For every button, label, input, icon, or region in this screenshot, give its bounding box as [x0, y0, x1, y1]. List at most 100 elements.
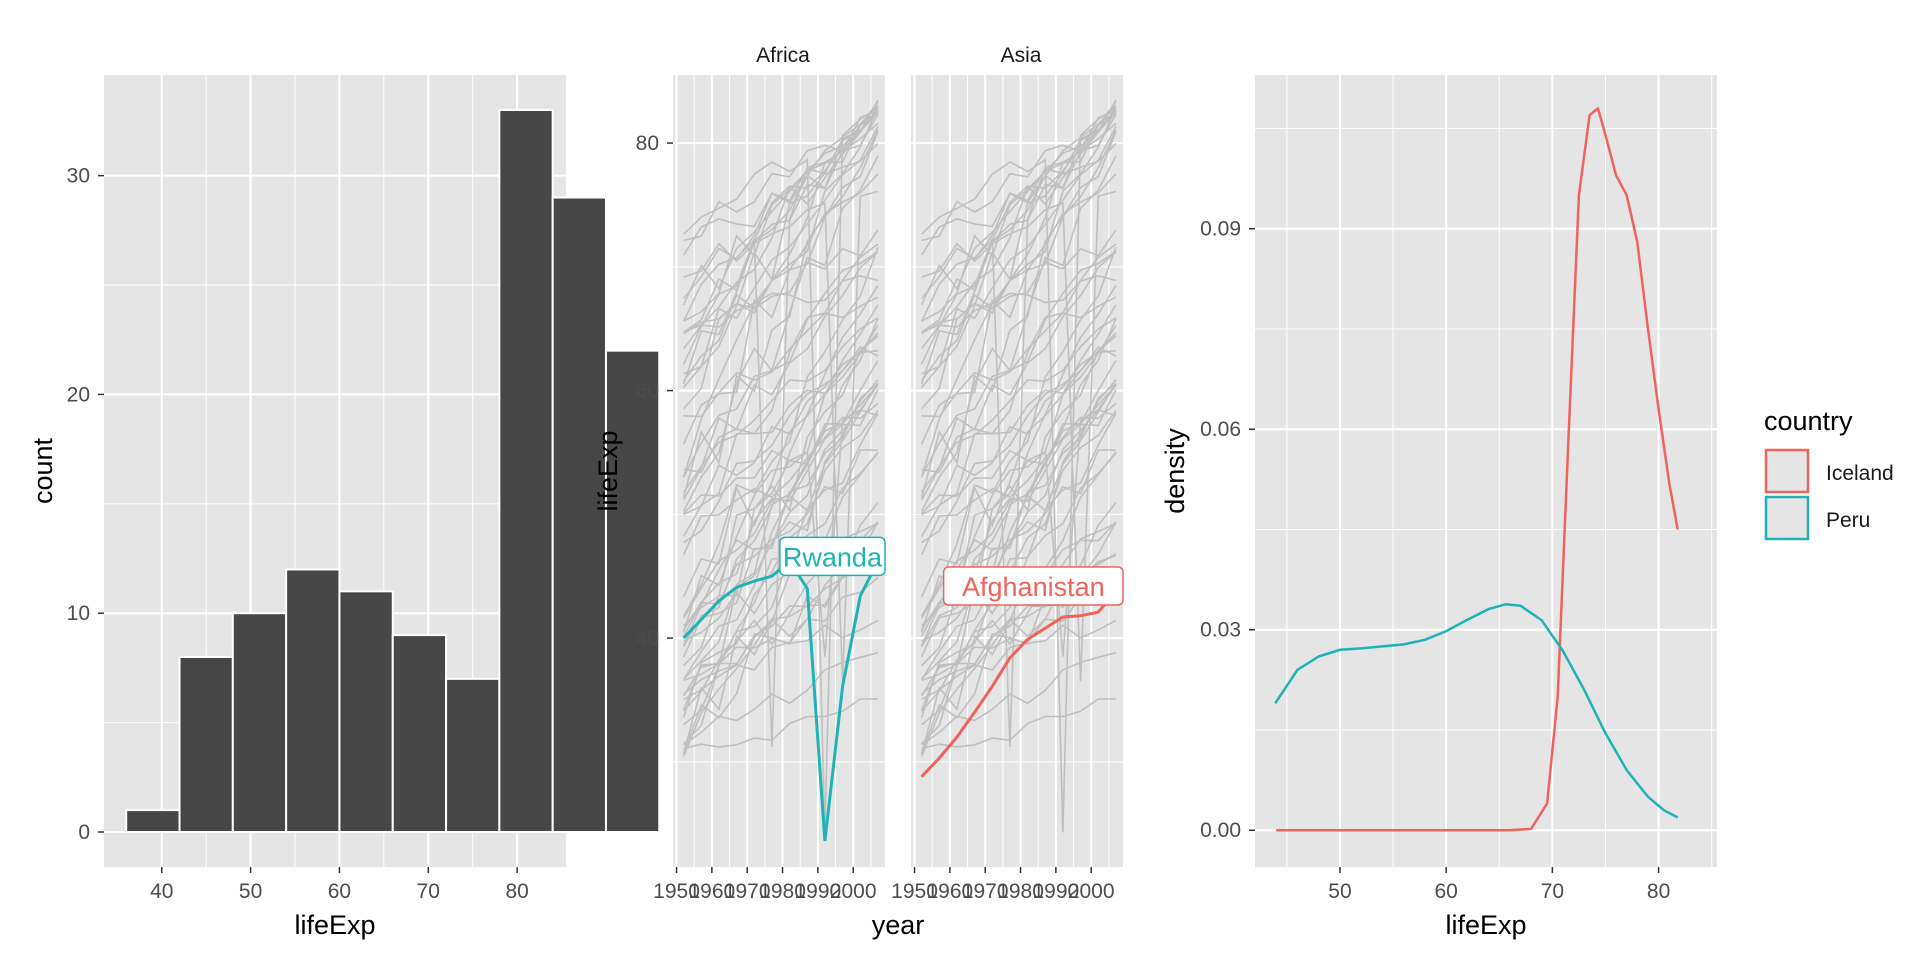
facet-background-line — [920, 317, 1117, 493]
facet-x-tick-label: 1950 — [891, 880, 938, 903]
density-line-iceland — [1276, 107, 1679, 832]
facet-background-line — [682, 142, 879, 256]
facet-background-line — [682, 243, 879, 537]
facet-background-line — [682, 110, 879, 389]
legend-key-iceland — [1764, 448, 1810, 494]
facet-line-label-box — [942, 566, 1124, 606]
facet-background-line — [920, 110, 1117, 389]
facet-line-label-text: Afghanistan — [962, 572, 1105, 602]
facet-x-tick-label: 1970 — [962, 880, 1009, 903]
facet-background-line — [921, 126, 1117, 375]
facet-strip-africa: Africa — [756, 44, 810, 67]
legend-item-iceland: Iceland — [1764, 448, 1894, 494]
histogram-bar — [391, 634, 448, 833]
histogram-bar — [178, 655, 234, 833]
facet-background-line — [682, 129, 879, 498]
histogram-bars — [125, 109, 661, 833]
facet-background-line — [682, 317, 879, 493]
facet-line-label: Rwanda — [779, 536, 886, 577]
facet-background-line — [920, 109, 1117, 748]
density-panel — [1255, 75, 1717, 867]
facet-background-line — [921, 698, 1116, 750]
facet-background-line — [683, 190, 879, 682]
facet-background-line — [682, 110, 879, 410]
histogram-bar — [604, 349, 661, 833]
density-plot: 50 60 70 80 0.00 0.03 0.06 0.09 lifeExp densit… — [1160, 75, 1894, 940]
facet-background-line — [682, 324, 879, 598]
facet-background-line — [682, 250, 879, 478]
histogram-x-tick-label: 70 — [417, 880, 440, 903]
histogram-y-tick-label: 10 — [67, 602, 90, 625]
facet-background-line — [683, 229, 879, 335]
facet-background-line — [683, 360, 879, 627]
facet-background-line — [921, 107, 1117, 833]
facet-x-tick-label: 1990 — [795, 880, 842, 903]
histogram-x-ticks: 40 50 60 70 80 — [150, 867, 529, 903]
facet-x-tick-label: 2000 — [830, 880, 877, 903]
facet-x-tick-label: 1960 — [689, 880, 736, 903]
facet-background-line — [920, 284, 1117, 648]
legend-item-peru: Peru — [1764, 495, 1870, 541]
facet-x-tick-label: 2000 — [1068, 880, 1115, 903]
facet-y-tick-label: 80 — [636, 132, 659, 155]
histogram-y-tick-label: 0 — [78, 821, 90, 844]
facet-background-line — [920, 382, 1117, 658]
histogram-bar — [231, 612, 288, 833]
facet-background-line — [920, 106, 1117, 478]
histogram-y-label: count — [28, 437, 58, 504]
histogram-y-ticks: 0 10 20 30 — [67, 165, 104, 844]
facet-x-tick-label: 1960 — [927, 880, 974, 903]
facet-background-line — [920, 104, 1117, 300]
facet-background-line — [920, 142, 1117, 256]
density-x-label: lifeExp — [1445, 910, 1526, 940]
facet-background-line — [920, 324, 1117, 598]
facet-background-line — [921, 318, 1117, 680]
facet-background-line — [921, 522, 1117, 712]
facet-background-line — [683, 698, 878, 750]
facet-background-line — [920, 410, 1117, 719]
facet-background-line — [920, 247, 1117, 617]
facet-background-line — [682, 304, 879, 633]
facet-highlight-line — [920, 590, 1118, 778]
facet-background-line — [920, 243, 1117, 537]
histogram-bar — [125, 809, 181, 833]
density-y-ticks: 0.00 0.03 0.06 0.09 — [1200, 218, 1255, 842]
histogram-x-tick-label: 80 — [505, 880, 528, 903]
facet-y-label: lifeExp — [593, 430, 623, 511]
density-x-tick-label: 80 — [1647, 880, 1670, 903]
facet-background-line — [920, 101, 1117, 322]
histogram-x-tick-label: 40 — [150, 880, 173, 903]
facet-background-line — [920, 129, 1117, 498]
facet-background-line — [683, 126, 879, 375]
histogram-y-tick-label: 30 — [67, 165, 90, 188]
facet-x-tick-label: 1980 — [759, 880, 806, 903]
facet-background-line — [921, 114, 1117, 333]
legend-label-iceland: Iceland — [1826, 462, 1894, 485]
facet-line-label-box — [779, 536, 886, 577]
facet-background-line — [682, 109, 879, 748]
density-x-ticks: 50 60 70 80 — [1328, 867, 1670, 903]
legend: country Iceland Peru — [1764, 406, 1894, 541]
facet-background-line — [682, 284, 879, 648]
facet-background-line — [682, 173, 879, 382]
facet-x-tick-label: 1980 — [997, 880, 1044, 903]
legend-label-peru: Peru — [1826, 509, 1870, 532]
histogram-y-tick-label: 20 — [67, 383, 90, 406]
facet-background-line — [921, 335, 1117, 544]
density-y-tick-label: 0.06 — [1200, 418, 1241, 441]
facet-line-label: Afghanistan — [942, 566, 1124, 606]
density-y-tick-label: 0.03 — [1200, 619, 1241, 642]
facet-x-tick-label: 1990 — [1033, 880, 1080, 903]
facet-background-line — [921, 651, 1117, 746]
histogram-x-tick-label: 60 — [328, 880, 351, 903]
facet-background-line — [920, 99, 1117, 385]
facet-y-tick-label: 60 — [636, 380, 659, 403]
facet-background-line — [683, 107, 879, 833]
facet-background-line — [682, 384, 879, 619]
facet-background-line — [682, 384, 879, 647]
density-lines — [1274, 107, 1679, 832]
facet-line-label-text: Rwanda — [783, 542, 883, 572]
